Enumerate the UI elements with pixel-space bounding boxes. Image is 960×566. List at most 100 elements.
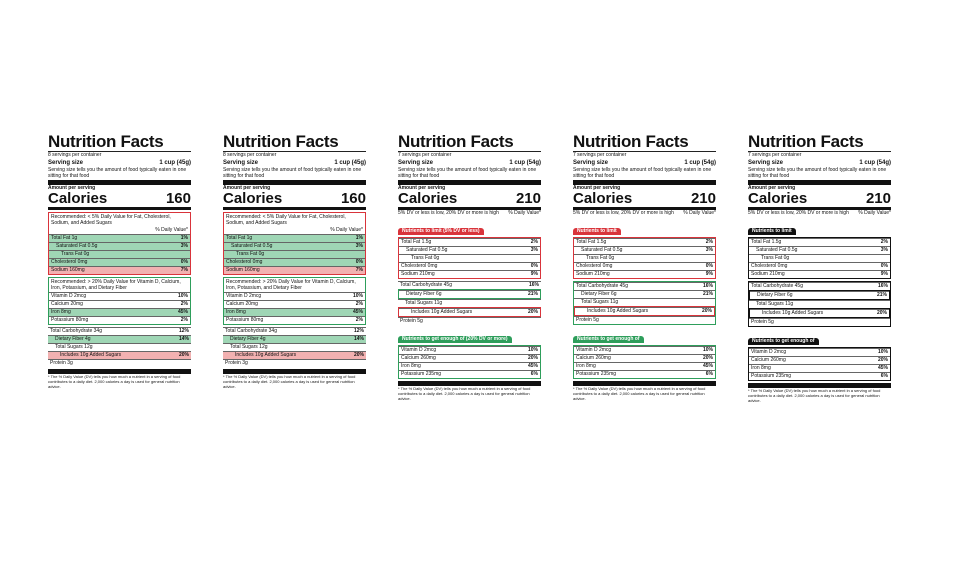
nutrient-name: Vitamin D 2mcg: [576, 346, 612, 353]
divider: [398, 380, 541, 386]
daily-value: 16%: [528, 281, 539, 288]
serving-size-row: Serving size 1 cup (45g): [223, 159, 366, 167]
group-heading: Nutrients to get enough of: [748, 337, 819, 345]
daily-value: 45%: [527, 362, 538, 369]
footnote: * The % Daily Value (DV) tells you how m…: [398, 385, 531, 401]
daily-value: 12%: [178, 327, 189, 334]
dv-header: % Daily Value*: [683, 210, 716, 216]
serving-size: 1 cup (54g): [684, 159, 716, 166]
daily-value: 14%: [353, 335, 364, 342]
nutrient-name: Saturated Fat 0.5g: [231, 242, 273, 249]
amount-per-serving: Amount per serving: [748, 184, 796, 191]
nutrient-name: Sodium 210mg: [576, 270, 610, 277]
serving-size-row: Serving size 1 cup (45g): [48, 159, 191, 167]
calories-label: Calories: [573, 190, 633, 207]
nutrient-row: Iron 8mg 45%: [749, 363, 890, 372]
daily-value: 2%: [180, 316, 188, 323]
group-box: Recommended: < 5% Daily Value for Fat, C…: [223, 212, 366, 275]
calories-row: Calories 160: [223, 191, 366, 207]
nutrition-label: Nutrition Facts 8 servings per container S…: [48, 132, 191, 389]
daily-value: 2%: [355, 316, 363, 323]
daily-value: 20%: [702, 354, 713, 361]
nutrient-name: Total Carbohydrate 34g: [50, 327, 102, 334]
daily-value: 12%: [353, 327, 364, 334]
nutrient-group: Total Carbohydrate 34g 12% Dietary Fiber 4…: [48, 326, 191, 367]
nutrient-row: Dietary Fiber 4g 14%: [223, 334, 366, 343]
divider: [48, 179, 191, 185]
nutrient-row: Cholesterol 0mg 0%: [224, 257, 365, 266]
daily-value: 3%: [705, 246, 713, 253]
nutrient-name: Iron 8mg: [751, 364, 771, 371]
servings: 8 servings per container: [48, 152, 102, 158]
daily-value: 16%: [702, 282, 713, 289]
nutrient-row: Saturated Fat 0.5g 3%: [749, 245, 890, 254]
nutrient-row: Saturated Fat 0.5g 3%: [574, 245, 715, 254]
serving-size: 1 cup (45g): [334, 159, 366, 166]
nutrient-name: Trans Fat 0g: [411, 254, 440, 261]
nutrient-name: Total Fat 1.5g: [576, 238, 607, 245]
nutrient-name: Sodium 210mg: [751, 270, 785, 277]
nutrient-name: Vitamin D 2mcg: [751, 348, 787, 355]
divider: [573, 179, 716, 185]
nutrient-group: Recommended: < 5% Daily Value for Fat, C…: [223, 212, 366, 275]
nutrient-row: Saturated Fat 0.5g 3%: [399, 245, 540, 254]
divider: [573, 151, 716, 152]
nutrient-name: Vitamin D 2mcg: [401, 346, 437, 353]
nutrient-name: Trans Fat 0g: [236, 250, 265, 257]
nutrient-name: Cholesterol 0mg: [401, 262, 438, 269]
divider: [223, 368, 366, 374]
nutrient-row: Cholesterol 0mg 0%: [574, 261, 715, 270]
serving-note: Serving size tells you the amount of foo…: [223, 166, 362, 180]
divider: [398, 207, 541, 210]
nutrient-name: Dietary Fiber 4g: [230, 335, 266, 342]
servings: 7 servings per container: [573, 152, 627, 158]
nutrient-name: Calcium 20mg: [226, 300, 258, 307]
nutrient-name: Total Sugars 11g: [405, 299, 443, 306]
nutrient-row: Protein 5g: [398, 316, 541, 325]
group-box: Recommended: > 20% Daily Value for Vitam…: [48, 276, 191, 325]
nutrient-name: Protein 5g: [576, 316, 599, 323]
nutrient-name: Saturated Fat 0.5g: [406, 246, 448, 253]
group-box: Total Carbohydrate 45g 16% Dietary Fiber 6…: [398, 280, 541, 325]
daily-value: 2%: [355, 300, 363, 307]
nutrient-row: Vitamin D 2mcg 10%: [49, 291, 190, 300]
daily-value: 20%: [527, 308, 538, 315]
nutrient-name: Sodium 160mg: [51, 266, 85, 273]
daily-value: 6%: [705, 370, 713, 377]
daily-value: 3%: [530, 246, 538, 253]
serving-label: Serving size: [573, 159, 609, 166]
nutrient-name: Protein 3g: [225, 359, 248, 366]
daily-value: 9%: [880, 270, 888, 277]
serving-label: Serving size: [223, 159, 259, 166]
nutrient-row: Dietary Fiber 6g 21%: [749, 289, 890, 300]
nutrient-row: Includes 10g Added Sugars 20%: [749, 307, 890, 318]
nutrient-name: Total Carbohydrate 45g: [576, 282, 628, 289]
daily-value: 45%: [702, 362, 713, 369]
dv-header: % Daily Value*: [330, 227, 363, 233]
daily-value: 3%: [880, 246, 888, 253]
nutrient-name: Calcium 260mg: [751, 356, 786, 363]
nutrient-group: Nutrients to get enough of Vitamin D 2mcg…: [573, 327, 716, 379]
nutrient-row: Sodium 210mg 9%: [749, 269, 890, 278]
calories-label: Calories: [748, 190, 808, 207]
label-title: Nutrition Facts: [573, 132, 689, 151]
group-note: Recommended: > 20% Daily Value for Vitam…: [226, 278, 356, 291]
scale-row: 5% DV or less is low, 20% DV or more is …: [573, 210, 716, 217]
daily-value: 1%: [180, 234, 188, 241]
nutrient-group: Total Carbohydrate 45g 16% Dietary Fiber 6…: [398, 280, 541, 325]
nutrient-group: Nutrients to get enough of Vitamin D 2mcg…: [748, 329, 891, 381]
nutrient-row: Iron 8mg 45%: [399, 361, 540, 370]
nutrient-name: Cholesterol 0mg: [226, 258, 263, 265]
nutrient-name: Includes 10g Added Sugars: [235, 351, 297, 358]
nutrient-name: Cholesterol 0mg: [51, 258, 88, 265]
divider: [223, 179, 366, 185]
daily-value: 21%: [876, 291, 887, 298]
amount-per-serving: Amount per serving: [48, 184, 96, 191]
serving-label: Serving size: [748, 159, 784, 166]
daily-value: 10%: [352, 292, 363, 299]
divider: [223, 151, 366, 152]
nutrient-name: Includes 10g Added Sugars: [762, 309, 824, 316]
nutrient-row: Iron 8mg 45%: [49, 307, 190, 316]
nutrient-row: Protein 3g: [223, 358, 366, 367]
